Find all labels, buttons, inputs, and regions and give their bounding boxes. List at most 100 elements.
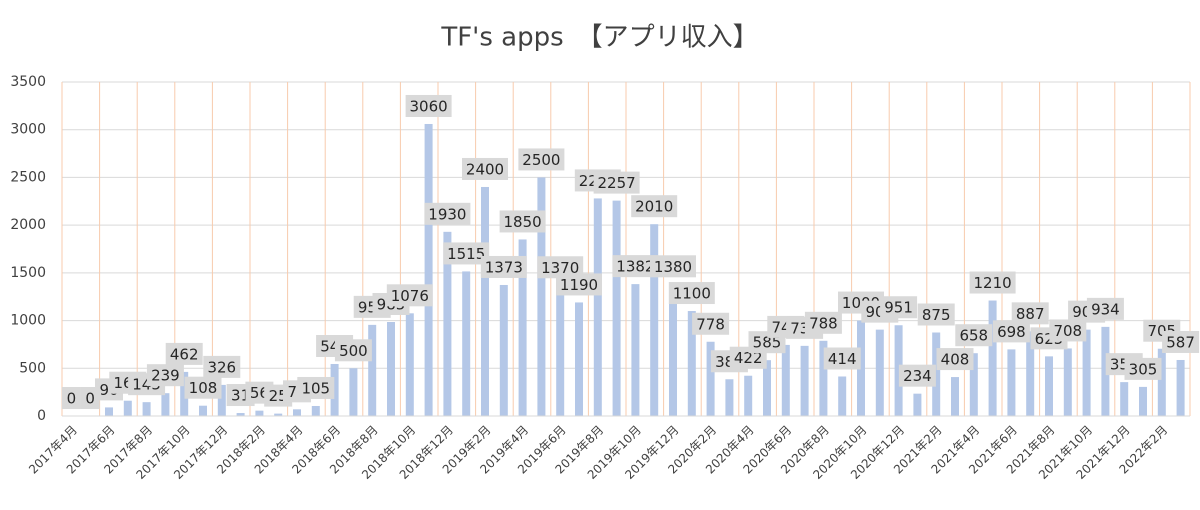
data-label: 1373 <box>485 258 523 276</box>
data-label-box <box>612 255 659 278</box>
bar <box>593 198 602 416</box>
data-label: 234 <box>903 367 932 385</box>
bar <box>556 285 565 416</box>
bar <box>217 384 226 416</box>
data-label: 1190 <box>560 276 598 294</box>
data-label-box <box>480 255 527 278</box>
data-label-box <box>650 255 696 278</box>
data-label: 951 <box>884 299 913 317</box>
data-label-box <box>1011 302 1049 325</box>
bar <box>330 363 339 416</box>
bar <box>575 302 583 416</box>
data-label-box <box>969 271 1016 294</box>
y-tick-label: 0 <box>37 408 46 424</box>
bar <box>1007 349 1016 416</box>
data-label: 1850 <box>504 213 542 231</box>
data-label: 585 <box>753 334 782 352</box>
bar <box>123 400 132 416</box>
bar <box>725 379 734 416</box>
bar <box>199 405 207 416</box>
data-label: 3060 <box>410 97 448 115</box>
y-tick-label: 2500 <box>10 169 46 185</box>
data-label-box <box>917 303 955 326</box>
chart-title: TF's apps 【アプリ収入】 <box>440 23 758 53</box>
data-label: 2257 <box>598 174 636 192</box>
data-label-box <box>1162 330 1200 353</box>
data-label: 934 <box>1091 300 1120 318</box>
data-label-box <box>424 202 471 225</box>
data-label: 2010 <box>635 198 673 216</box>
data-label-box <box>386 284 433 307</box>
bar <box>612 200 621 416</box>
data-label-box <box>1086 297 1124 320</box>
bar <box>932 332 941 416</box>
bar <box>462 271 471 416</box>
data-label: 414 <box>828 350 857 368</box>
data-label: 422 <box>734 349 763 367</box>
data-label: 108 <box>189 379 218 397</box>
bar <box>405 313 414 416</box>
y-tick-label: 500 <box>19 360 46 376</box>
data-label-box <box>537 256 584 279</box>
bar <box>349 368 358 416</box>
data-label-box <box>823 347 861 370</box>
data-label: 1382 <box>616 258 654 276</box>
data-label: 0 <box>85 390 95 408</box>
data-label-box <box>80 387 100 409</box>
data-label: 326 <box>207 358 236 376</box>
data-label: 1076 <box>391 287 429 305</box>
data-label-box <box>334 339 372 362</box>
data-label: 587 <box>1166 333 1195 351</box>
data-label: 462 <box>170 345 199 363</box>
bar <box>1082 329 1091 416</box>
bar <box>763 360 771 416</box>
data-label-box <box>992 320 1030 343</box>
data-label: 1370 <box>541 259 579 277</box>
data-label-box <box>1049 319 1087 342</box>
bar <box>875 329 884 416</box>
data-label: 658 <box>959 327 988 345</box>
bar <box>631 284 640 416</box>
bar <box>161 393 170 416</box>
y-tick-label: 1500 <box>10 265 46 281</box>
bar <box>424 123 433 416</box>
data-label-box <box>898 364 936 387</box>
bar <box>274 413 283 416</box>
y-tick-label: 3500 <box>10 74 46 90</box>
data-label: 708 <box>1053 322 1082 340</box>
bar <box>894 325 903 416</box>
data-label: 2400 <box>466 160 504 178</box>
bar <box>913 393 922 416</box>
data-label-box <box>668 282 715 305</box>
data-label: 2500 <box>522 151 560 169</box>
bar <box>1176 359 1185 416</box>
data-label: 500 <box>339 342 368 360</box>
data-label: 408 <box>941 351 970 369</box>
data-label-box <box>556 273 602 296</box>
data-label-box <box>146 364 184 387</box>
bar <box>142 402 151 416</box>
data-label: 875 <box>922 306 951 324</box>
data-label: 105 <box>301 379 330 397</box>
bar <box>1045 356 1053 416</box>
bar <box>255 410 264 416</box>
bar <box>180 371 189 416</box>
bar <box>387 322 395 416</box>
data-label-box <box>184 376 222 399</box>
data-label: 698 <box>997 323 1026 341</box>
bar <box>311 405 320 416</box>
data-label: 0 <box>67 390 77 408</box>
data-label: 31 <box>231 387 250 405</box>
bar <box>1026 331 1035 416</box>
data-label-box <box>297 376 335 399</box>
bar <box>443 231 452 416</box>
data-label-box <box>593 171 640 194</box>
bar <box>1120 382 1129 416</box>
data-label-box <box>804 311 842 334</box>
data-label: 1930 <box>428 205 466 223</box>
data-label: 1100 <box>673 285 711 303</box>
data-label: 788 <box>809 314 838 332</box>
data-label: 56 <box>250 384 269 402</box>
data-label-box <box>1124 357 1162 380</box>
